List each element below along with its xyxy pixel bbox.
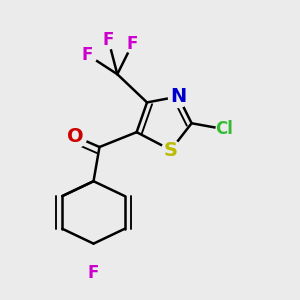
Text: F: F <box>82 46 93 64</box>
Text: Cl: Cl <box>215 120 233 138</box>
Text: S: S <box>164 140 178 160</box>
Text: F: F <box>88 264 99 282</box>
Text: F: F <box>127 35 138 53</box>
Text: F: F <box>103 31 114 49</box>
Text: O: O <box>68 127 84 146</box>
Text: N: N <box>170 87 186 106</box>
